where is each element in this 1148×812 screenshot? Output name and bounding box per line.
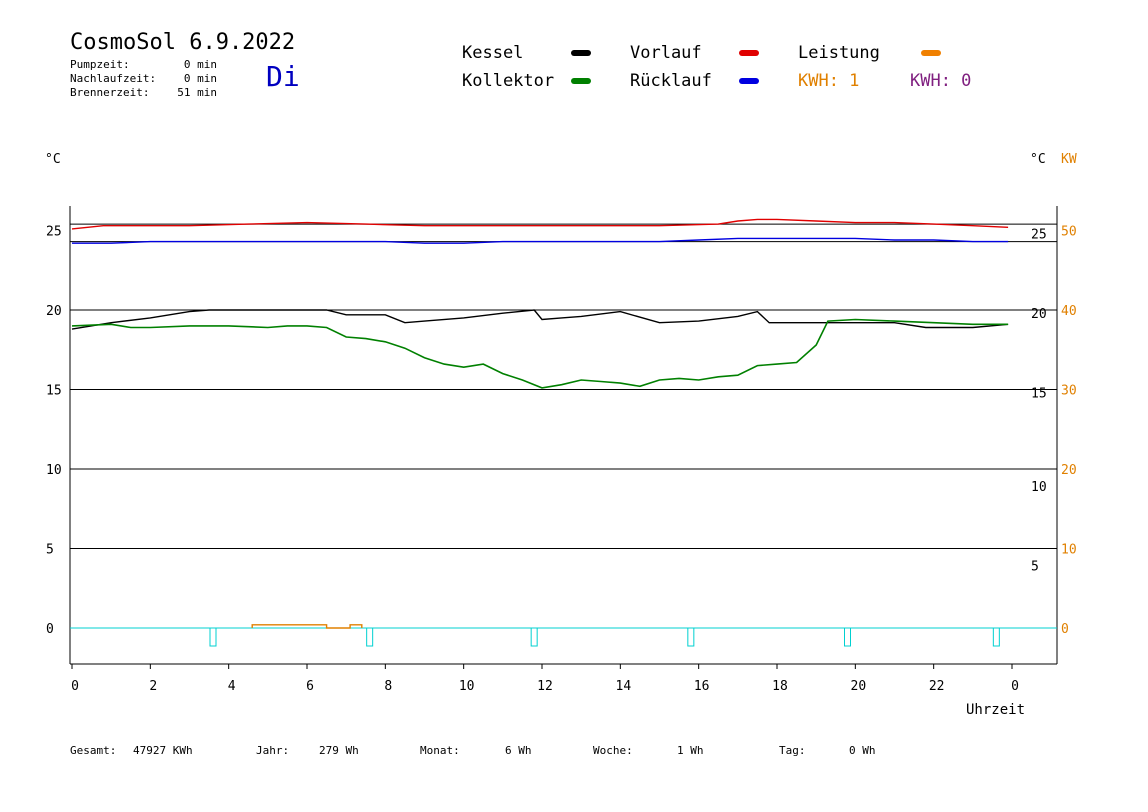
stat-nachlaufzeit-label: Nachlaufzeit: bbox=[70, 72, 157, 85]
legend-kessel-swatch bbox=[571, 50, 591, 56]
x-tick-4: 8 bbox=[384, 679, 392, 694]
kw-tick-20: 20 bbox=[1061, 463, 1077, 478]
footer-woche-label: Woche: bbox=[593, 744, 633, 757]
kw-tick-0: 0 bbox=[1061, 622, 1069, 637]
x-tick-12: 0 bbox=[1011, 679, 1019, 694]
stat-pumpzeit-value: 0 min bbox=[183, 58, 217, 71]
pump-marker-5 bbox=[992, 627, 1000, 647]
kw-tick-30: 30 bbox=[1061, 384, 1077, 399]
stat-pumpzeit-label: Pumpzeit: bbox=[70, 58, 130, 71]
left-tick-10: 10 bbox=[46, 463, 62, 478]
page-title: CosmoSol 6.9.2022 bbox=[70, 30, 296, 55]
legend-kollektor-swatch bbox=[571, 78, 591, 84]
footer-tag-label: Tag: bbox=[779, 744, 806, 757]
stat-brennerzeit-value: 51 min bbox=[177, 86, 217, 99]
x-tick-9: 18 bbox=[772, 679, 788, 694]
x-tick-10: 20 bbox=[851, 679, 867, 694]
left-tick-20: 20 bbox=[46, 304, 62, 319]
stat-brennerzeit-label: Brennerzeit: bbox=[70, 86, 150, 99]
pump-marker-4 bbox=[844, 627, 851, 647]
footer-jahr-value: 279 Wh bbox=[319, 744, 359, 757]
series-kessel bbox=[71, 309, 1009, 330]
x-tick-0: 0 bbox=[71, 679, 79, 694]
kw-tick-40: 40 bbox=[1061, 304, 1077, 319]
pump-marker-0 bbox=[209, 627, 217, 647]
right-kw-unit: KW bbox=[1061, 152, 1077, 167]
x-axis-label: Uhrzeit bbox=[966, 702, 1026, 718]
legend-vorlauf-swatch bbox=[739, 50, 759, 56]
footer-monat-value: 6 Wh bbox=[505, 744, 532, 757]
right-unit: °C bbox=[1030, 152, 1046, 167]
right-tick-5: 5 bbox=[1031, 560, 1039, 575]
footer-gesamt-label: Gesamt: bbox=[70, 744, 117, 757]
legend-leistung-label: Leistung bbox=[798, 43, 880, 63]
legend-kessel-label: Kessel bbox=[462, 43, 524, 63]
pump-marker-1 bbox=[366, 627, 374, 647]
series-kollektor bbox=[71, 318, 1009, 389]
legend-kwh1: KWH: 1 bbox=[798, 71, 860, 91]
legend-vorlauf-label: Vorlauf bbox=[630, 43, 702, 63]
x-tick-11: 22 bbox=[929, 679, 945, 694]
series-rcklauf bbox=[72, 237, 1009, 244]
left-tick-25: 25 bbox=[46, 225, 62, 240]
series-vorlauf bbox=[71, 218, 1009, 230]
footer-tag-value: 0 Wh bbox=[849, 744, 876, 757]
footer-gesamt-value: 47927 KWh bbox=[133, 744, 193, 757]
left-tick-5: 5 bbox=[46, 543, 54, 558]
x-tick-2: 4 bbox=[228, 679, 236, 694]
left-tick-15: 15 bbox=[46, 384, 62, 399]
legend-ruecklauf-label: Rücklauf bbox=[630, 71, 712, 91]
footer-jahr-label: Jahr: bbox=[256, 744, 290, 757]
x-tick-8: 16 bbox=[694, 679, 710, 694]
pump-marker-3 bbox=[687, 627, 695, 647]
right-tick-20: 20 bbox=[1031, 307, 1047, 322]
right-tick-15: 15 bbox=[1031, 387, 1047, 402]
legend-kwh2: KWH: 0 bbox=[910, 71, 972, 91]
footer-woche-value: 1 Wh bbox=[677, 744, 704, 757]
x-tick-1: 2 bbox=[149, 679, 157, 694]
x-tick-6: 12 bbox=[537, 679, 553, 694]
weekday-label: Di bbox=[266, 60, 300, 93]
legend-leistung-swatch bbox=[921, 50, 941, 56]
right-tick-10: 10 bbox=[1031, 480, 1047, 495]
kw-tick-10: 10 bbox=[1061, 543, 1077, 558]
left-tick-0: 0 bbox=[46, 622, 54, 637]
legend-ruecklauf-swatch bbox=[739, 78, 759, 84]
kw-tick-50: 50 bbox=[1061, 225, 1077, 240]
legend-kollektor-label: Kollektor bbox=[462, 71, 555, 91]
right-tick-25: 25 bbox=[1031, 228, 1047, 243]
x-tick-3: 6 bbox=[306, 679, 314, 694]
x-tick-5: 10 bbox=[459, 679, 475, 694]
series-leistung bbox=[251, 624, 363, 629]
x-tick-7: 14 bbox=[616, 679, 632, 694]
stat-nachlaufzeit-value: 0 min bbox=[183, 72, 217, 85]
left-unit: °C bbox=[45, 152, 61, 167]
pump-marker-2 bbox=[530, 627, 538, 647]
footer-monat-label: Monat: bbox=[420, 744, 460, 757]
